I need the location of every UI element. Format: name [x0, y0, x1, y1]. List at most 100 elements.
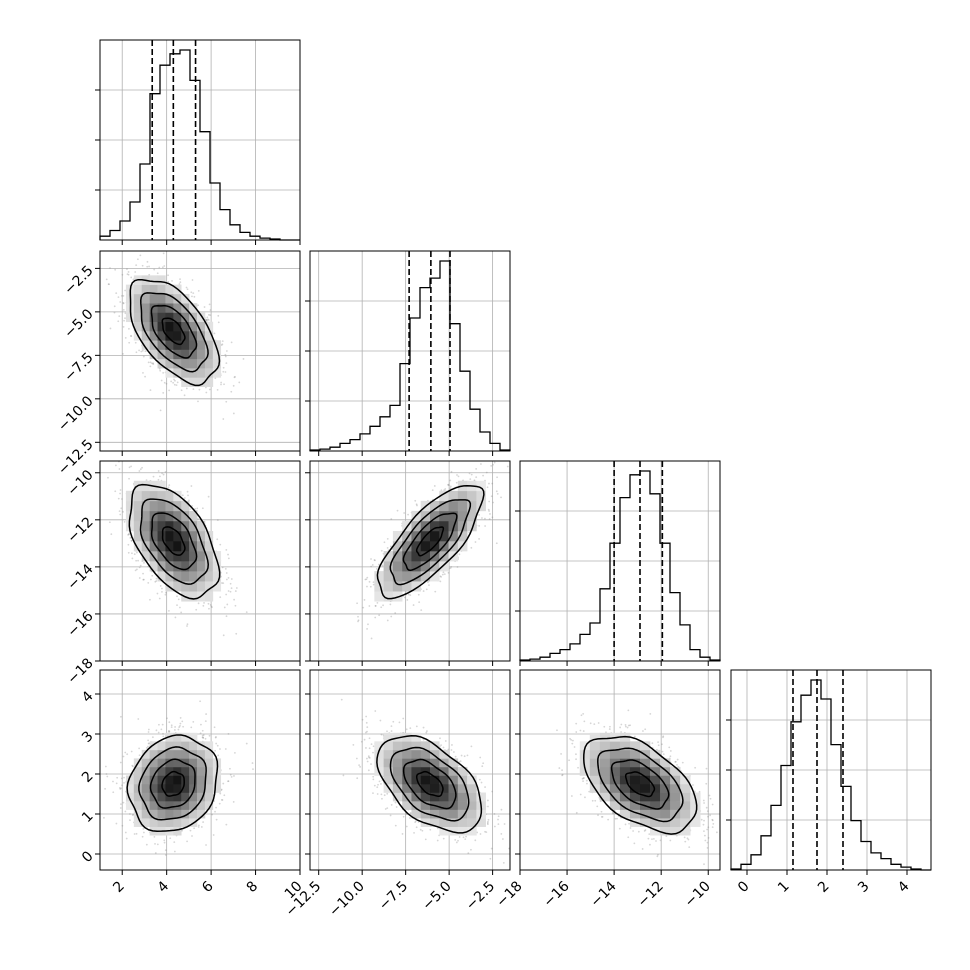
scatter-point — [367, 623, 369, 626]
scatter-point — [162, 392, 165, 394]
density-cell — [133, 321, 143, 332]
density-cell — [197, 377, 206, 387]
scatter-point — [225, 615, 228, 618]
scatter-point — [223, 606, 226, 609]
scatter-point — [468, 531, 471, 534]
density-cell — [392, 530, 403, 542]
scatter-point — [202, 604, 205, 607]
density-cell — [165, 368, 174, 378]
scatter-point — [157, 470, 160, 472]
density-cell — [165, 541, 174, 552]
scatter-point — [386, 547, 389, 549]
density-cell — [189, 303, 198, 313]
density-cell — [439, 510, 449, 522]
scatter-point — [138, 349, 140, 352]
scatter-point — [197, 289, 200, 292]
density-cell — [189, 368, 198, 378]
scatter-point — [366, 576, 369, 579]
scatter-point — [233, 598, 236, 601]
density-cell — [165, 284, 174, 295]
scatter-point — [177, 598, 180, 601]
scatter-point — [167, 274, 169, 277]
density-cell — [149, 321, 158, 332]
density-cell — [173, 530, 182, 542]
scatter-point — [107, 476, 109, 479]
scatter-point — [149, 361, 152, 364]
scatter-point — [210, 605, 213, 608]
scatter-point — [190, 485, 193, 487]
density-cell — [181, 500, 190, 512]
scatter-point — [235, 587, 238, 589]
density-cell — [197, 368, 206, 378]
scatter-point — [229, 582, 232, 585]
contour-line — [376, 485, 485, 600]
scatter-point — [212, 834, 215, 836]
density-cell — [149, 303, 158, 313]
scatter-point — [202, 734, 205, 736]
scatter-point — [105, 278, 108, 281]
scatter-point — [406, 599, 409, 601]
scatter-point — [227, 732, 230, 735]
scatter-point — [414, 499, 417, 502]
scatter-point — [149, 598, 151, 601]
density-cell — [149, 275, 158, 285]
scatter-point — [189, 829, 192, 832]
scatter-point — [422, 590, 425, 592]
scatter-point — [147, 361, 150, 364]
scatter-point — [403, 512, 406, 514]
scatter-point — [139, 468, 142, 471]
density-cell — [212, 551, 222, 562]
density-cell — [141, 340, 150, 350]
scatter-point — [420, 609, 423, 612]
scatter-point — [371, 564, 374, 566]
scatter-point — [130, 335, 133, 338]
density-cell — [165, 293, 174, 304]
density-cell — [157, 510, 166, 522]
scatter-point — [356, 602, 358, 605]
density-cell — [165, 510, 174, 522]
density-cell — [197, 581, 206, 592]
y-tick-label: −5.0 — [61, 306, 96, 341]
scatter-point — [134, 341, 137, 344]
scatter-point — [117, 320, 120, 323]
scatter-point — [488, 500, 491, 503]
scatter-point — [186, 288, 189, 291]
scatter-point — [95, 255, 97, 257]
scatter-point — [168, 731, 170, 733]
y-tick-label: −12.5 — [55, 437, 97, 479]
scatter-point — [224, 567, 227, 570]
scatter-point — [174, 379, 176, 382]
scatter-point — [238, 381, 241, 384]
scatter-point — [449, 479, 452, 482]
density-cell — [149, 490, 158, 502]
density-cell — [125, 500, 135, 512]
scatter-point — [369, 585, 372, 588]
scatter-point — [488, 510, 490, 512]
density-cell — [448, 510, 459, 522]
scatter-point — [127, 543, 130, 546]
density-cell — [173, 500, 182, 512]
scatter-point — [449, 487, 452, 490]
scatter-point — [166, 717, 168, 720]
scatter-point — [220, 383, 222, 386]
scatter-point — [489, 513, 491, 515]
density-cell — [157, 480, 166, 492]
density-cell — [133, 490, 143, 502]
scatter-point — [374, 604, 377, 607]
scatter-point — [121, 273, 124, 276]
scatter-point — [127, 533, 130, 536]
density-cell — [204, 358, 214, 369]
scatter-point — [225, 362, 228, 365]
scatter-point — [416, 504, 418, 507]
scatter-point — [134, 271, 137, 273]
histogram-panel — [519, 460, 721, 662]
scatter-point — [213, 332, 216, 335]
contour-line — [139, 498, 210, 585]
x-tick-label: 0 — [735, 878, 753, 896]
scatter-point — [468, 472, 471, 475]
density-cell — [189, 591, 198, 602]
scatter-point — [191, 504, 193, 507]
scatter-point — [155, 577, 158, 580]
scatter-point — [168, 609, 170, 612]
scatter-point — [127, 533, 130, 536]
